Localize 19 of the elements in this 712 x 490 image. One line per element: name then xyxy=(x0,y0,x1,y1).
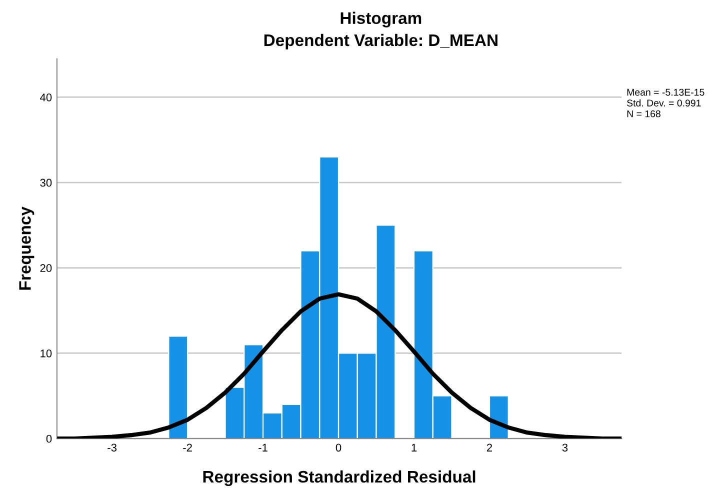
x-tick-label: 0 xyxy=(336,444,342,452)
y-tick-label: 30 xyxy=(40,178,52,187)
text: Mean = -5.13E-15 xyxy=(627,88,704,96)
x-tick-label: 3 xyxy=(562,444,568,452)
x-tick-label: -3 xyxy=(108,444,117,452)
y-tick-label: 40 xyxy=(40,93,52,102)
chart-title: Histogram xyxy=(340,12,422,28)
x-axis-title: Regression Standardized Residual xyxy=(203,470,476,486)
text: Std. Dev. = 0.991 xyxy=(627,99,701,106)
y-tick-label: 10 xyxy=(40,349,52,358)
text: N = 168 xyxy=(627,110,660,118)
x-tick-label: -1 xyxy=(258,444,268,452)
chart-subtitle: Dependent Variable: D_MEAN xyxy=(264,34,498,50)
x-tick-label: 2 xyxy=(486,444,492,452)
x-tick-label: -2 xyxy=(183,444,192,452)
x-tick-label: 1 xyxy=(412,444,417,452)
y-tick-label: 20 xyxy=(40,264,52,272)
y-axis-title: Frequency xyxy=(19,206,34,290)
y-tick-label: 0 xyxy=(46,434,52,443)
